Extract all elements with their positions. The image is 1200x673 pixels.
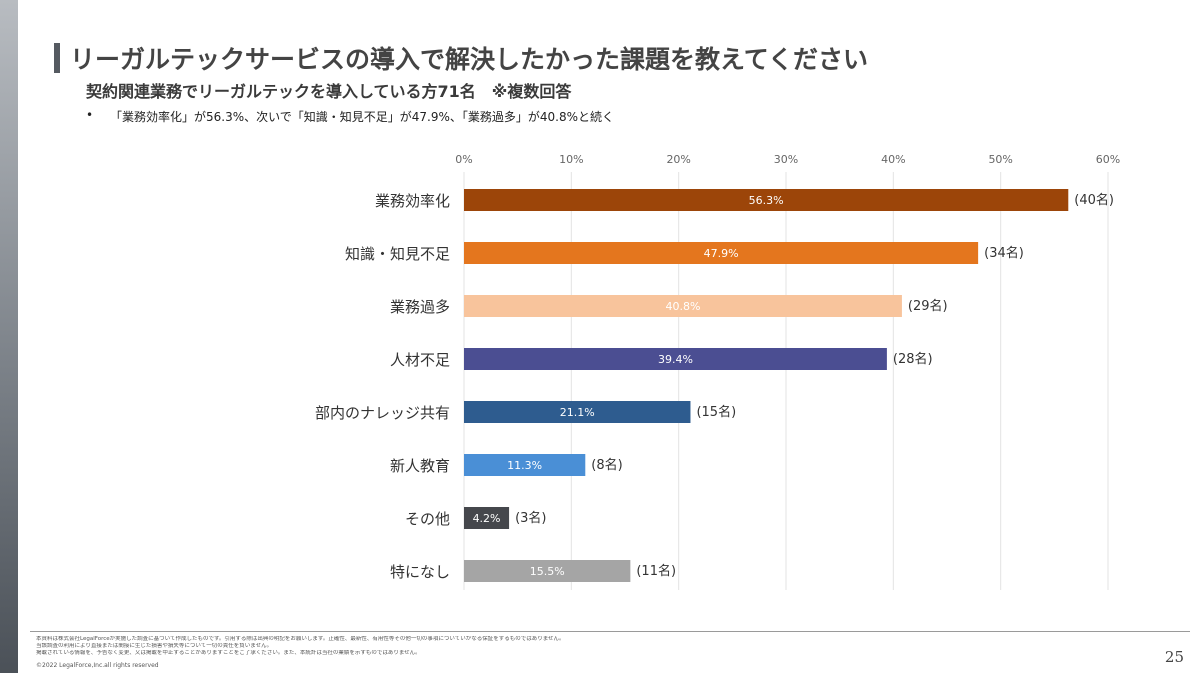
bar-value-label: 40.8% [665,300,700,313]
bar [464,560,631,582]
bar-value-label: 15.5% [530,565,565,578]
bar-value-label: 56.3% [749,194,784,207]
x-tick-label: 50% [988,153,1012,166]
bar-value-label: 21.1% [560,406,595,419]
bar-value-label: 47.9% [704,247,739,260]
disclaimer-line: 掲載されている情報を、予告なく変更、又は掲載を中止することがありますことをご了承… [36,650,421,656]
bar-count-label: (34名) [984,245,1024,261]
bar-value-label: 39.4% [658,353,693,366]
bar-count-label: (11名) [636,563,676,579]
page-title: リーガルテックサービスの導入で解決したかった課題を教えてください [70,45,869,74]
category-label: 業務過多 [390,298,450,316]
summary-bullet: • [86,108,94,122]
category-label: その他 [405,510,450,528]
page-number: 25 [1164,648,1184,666]
x-tick-label: 40% [881,153,905,166]
bar-count-label: (40名) [1074,192,1114,208]
x-tick-label: 30% [774,153,798,166]
summary-text: 「業務効率化」が56.3%、次いで「知識・知見不足」が47.9%、「業務過多」が… [110,110,615,124]
disclaimer-line: 当該調査の利用により直接または間接に生じた損害や損失等について一切の責任を負いま… [36,643,273,649]
x-tick-label: 60% [1096,153,1120,166]
bar [464,295,902,317]
summary-line: • 「業務効率化」が56.3%、次いで「知識・知見不足」が47.9%、「業務過多… [86,108,614,125]
category-label: 特になし [390,563,450,581]
category-label: 人材不足 [390,351,450,369]
bar [464,348,887,370]
title-row: リーガルテックサービスの導入で解決したかった課題を教えてください [54,40,868,76]
bar [464,189,1069,211]
category-label: 新人教育 [390,457,450,475]
category-label: 業務効率化 [375,192,450,210]
bar [464,507,510,529]
title-accent-bar [54,43,60,73]
disclaimer: 本資料は株式会社LegalForceが実施した調査に基づいて作成したものです。引… [36,636,1136,657]
bar [464,401,691,423]
bar-count-label: (28名) [893,351,933,367]
x-tick-label: 0% [455,153,472,166]
page-subtitle: 契約関連業務でリーガルテックを導入している方71名 ※複数回答 [86,82,572,101]
bar-chart: 0% 10% 20% 30% 40% 50% 60% 業務効率化 56.3% (40名) 知識・知見… [315,153,1120,590]
disclaimer-line: 本資料は株式会社LegalForceが実施した調査に基づいて作成したものです。引… [36,636,565,642]
category-label: 知識・知見不足 [345,245,450,263]
bar-value-label: 11.3% [507,459,542,472]
left-decorative-stripe [0,0,18,673]
bar-count-label: (15名) [696,404,736,420]
bar [464,242,979,264]
footer-divider [30,631,1190,632]
bar [464,454,586,476]
bar-value-label: 4.2% [473,512,501,525]
copyright-text: ©2022 LegalForce,Inc.all rights reserved [36,662,159,669]
category-label: 部内のナレッジ共有 [315,404,450,422]
x-tick-label: 20% [666,153,690,166]
bar-count-label: (29名) [908,298,948,314]
bar-count-label: (3名) [515,510,546,526]
x-tick-label: 10% [559,153,583,166]
bar-count-label: (8名) [591,457,622,473]
